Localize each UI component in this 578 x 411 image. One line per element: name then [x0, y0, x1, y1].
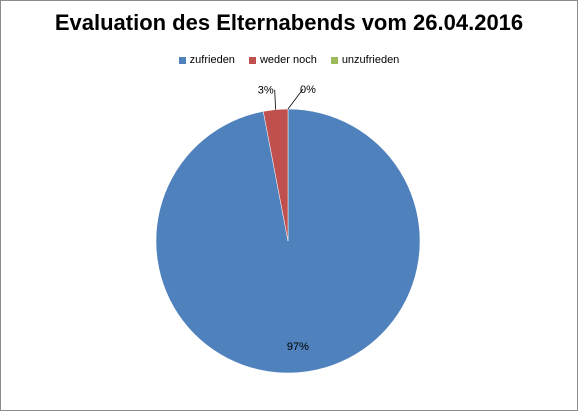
- legend-label-weder-noch: weder noch: [259, 54, 317, 66]
- legend-label-zufrieden: zufrieden: [189, 54, 235, 66]
- legend-swatch-weder-noch: [248, 56, 256, 64]
- legend-item-zufrieden: zufrieden: [178, 54, 235, 66]
- legend: zufrieden weder noch unzufrieden: [0, 54, 578, 66]
- legend-swatch-zufrieden: [178, 56, 186, 64]
- leader-line-unzufrieden: [287, 88, 304, 110]
- legend-swatch-unzufrieden: [330, 56, 338, 64]
- data-label-weder-noch: 3%: [258, 85, 274, 97]
- chart-title: Evaluation des Elternabends vom 26.04.20…: [54, 10, 524, 35]
- legend-item-unzufrieden: unzufrieden: [330, 54, 400, 66]
- data-label-zufrieden: 97%: [287, 341, 309, 353]
- legend-label-unzufrieden: unzufrieden: [341, 54, 400, 66]
- leader-line-weder-noch: [274, 89, 276, 110]
- legend-item-weder-noch: weder noch: [248, 54, 317, 66]
- data-label-unzufrieden: 0%: [300, 84, 316, 96]
